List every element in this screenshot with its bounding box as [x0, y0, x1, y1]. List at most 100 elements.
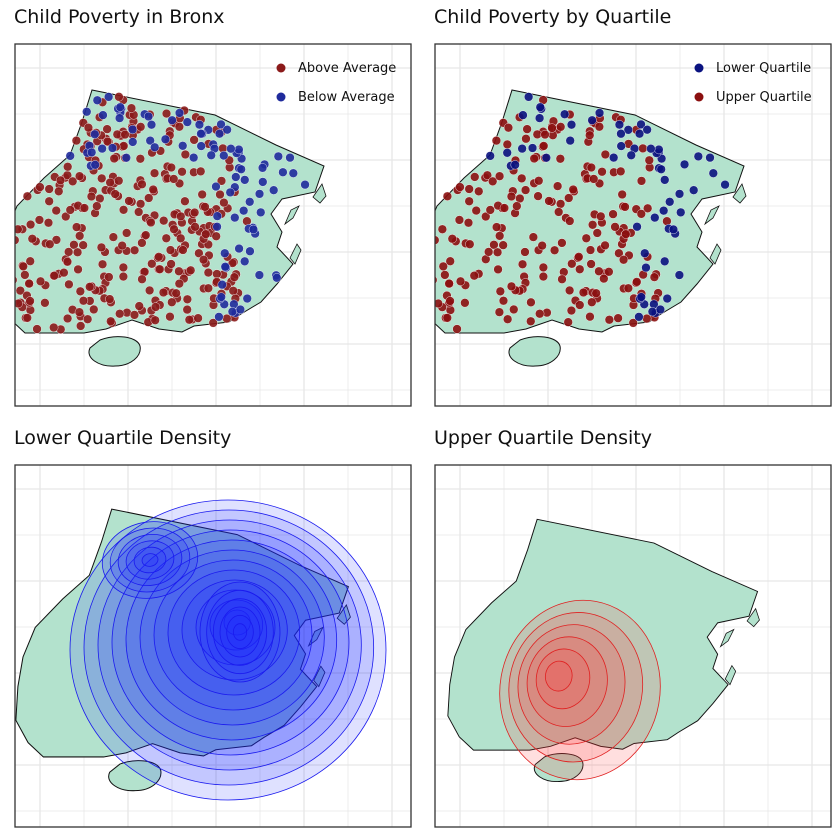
point-upper-quartile — [596, 211, 606, 221]
point-above-average — [55, 175, 66, 185]
point-above-average — [85, 282, 95, 292]
density-level — [199, 581, 281, 683]
point-above-average — [15, 298, 23, 309]
point-above-average — [92, 201, 102, 211]
point-upper-quartile — [464, 196, 474, 206]
point-lower-quartile — [594, 108, 605, 118]
point-upper-quartile — [618, 255, 629, 265]
point-above-average — [73, 264, 83, 274]
point-upper-quartile — [614, 248, 624, 258]
point-below-average — [245, 246, 255, 256]
point-above-average — [212, 269, 222, 279]
point-upper-quartile — [493, 264, 503, 274]
point-above-average — [76, 321, 86, 331]
density-level — [219, 606, 261, 658]
point-above-average — [169, 224, 179, 234]
point-above-average — [197, 189, 207, 200]
point-upper-quartile — [521, 134, 531, 144]
point-upper-quartile — [638, 143, 648, 153]
point-lower-quartile — [634, 312, 644, 322]
point-upper-quartile — [526, 316, 536, 326]
point-upper-quartile — [540, 129, 550, 140]
point-lower-quartile — [616, 129, 626, 139]
panel-3-frame — [14, 464, 412, 828]
point-below-average — [254, 270, 264, 280]
point-above-average — [54, 186, 64, 196]
point-lower-quartile — [566, 120, 577, 130]
point-above-average — [78, 240, 88, 250]
point-below-average — [212, 211, 222, 221]
point-above-average — [63, 313, 73, 324]
density-level — [535, 648, 591, 710]
point-below-average — [256, 207, 266, 217]
panel-3 — [15, 465, 411, 827]
point-lower-quartile — [614, 120, 625, 130]
point-below-average — [143, 111, 154, 122]
point-upper-quartile — [556, 122, 566, 132]
point-above-average — [64, 279, 74, 289]
point-above-average — [176, 211, 186, 221]
point-above-average — [40, 298, 50, 308]
point-upper-quartile — [557, 274, 567, 284]
point-upper-quartile — [636, 209, 646, 219]
point-below-average — [240, 175, 250, 185]
point-above-average — [190, 207, 200, 218]
point-lower-quartile — [689, 185, 699, 195]
point-above-average — [105, 294, 115, 304]
point-lower-quartile — [650, 213, 660, 223]
point-lower-quartile — [647, 307, 658, 317]
density-level — [83, 509, 375, 786]
point-above-average — [115, 309, 125, 319]
point-above-average — [96, 242, 107, 253]
density-contours — [69, 499, 387, 801]
point-above-average — [196, 166, 206, 176]
point-upper-quartile — [538, 271, 548, 282]
point-above-average — [114, 92, 124, 102]
point-above-average — [227, 258, 238, 268]
point-below-average — [285, 153, 295, 163]
point-below-average — [269, 185, 279, 195]
point-above-average — [154, 252, 164, 262]
point-below-average — [222, 125, 232, 135]
point-upper-quartile — [509, 304, 519, 315]
point-lower-quartile — [560, 109, 570, 119]
point-below-average — [234, 144, 244, 155]
point-below-average — [115, 102, 125, 112]
point-upper-quartile — [565, 216, 575, 226]
point-upper-quartile — [644, 155, 654, 165]
point-below-average — [226, 144, 236, 154]
point-lower-quartile — [609, 152, 619, 163]
point-lower-quartile — [674, 270, 684, 280]
point-above-average — [159, 216, 169, 226]
point-upper-quartile — [613, 313, 623, 323]
point-lower-quartile — [626, 150, 636, 160]
point-above-average — [97, 259, 108, 269]
point-upper-quartile — [517, 259, 528, 269]
point-lower-quartile — [708, 168, 718, 178]
point-upper-quartile — [517, 173, 527, 183]
point-upper-quartile — [553, 181, 563, 191]
point-upper-quartile — [526, 297, 536, 307]
point-upper-quartile — [495, 231, 505, 241]
point-below-average — [234, 243, 244, 254]
point-above-average — [180, 196, 190, 206]
point-below-average — [258, 177, 268, 187]
point-above-average — [136, 199, 146, 209]
density-level — [109, 527, 191, 593]
point-upper-quartile — [535, 309, 545, 319]
panel-title-2: Child Poverty by Quartile — [434, 6, 672, 28]
point-above-average — [104, 272, 114, 282]
point-upper-quartile — [503, 123, 514, 133]
point-below-average — [272, 273, 282, 283]
point-lower-quartile — [665, 197, 675, 207]
point-upper-quartile — [488, 176, 498, 186]
point-upper-quartile — [555, 154, 565, 164]
point-below-average — [174, 108, 185, 118]
point-upper-quartile — [581, 233, 591, 243]
point-upper-quartile — [557, 238, 567, 248]
point-upper-quartile — [564, 193, 574, 203]
point-above-average — [134, 207, 144, 217]
point-above-average — [129, 245, 140, 255]
point-below-average — [127, 124, 138, 135]
point-below-average — [216, 119, 226, 129]
